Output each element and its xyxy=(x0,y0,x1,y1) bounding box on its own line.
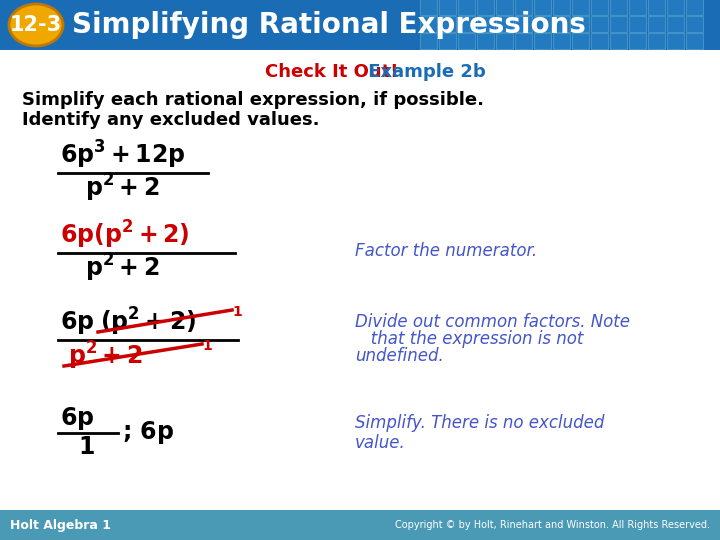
Bar xyxy=(686,16,703,32)
Text: Example 2b: Example 2b xyxy=(362,63,486,81)
Bar xyxy=(420,0,437,15)
Text: $\mathbf{6p^3+12p}$: $\mathbf{6p^3+12p}$ xyxy=(60,139,186,171)
Bar xyxy=(610,33,627,49)
Bar xyxy=(629,0,646,15)
Bar xyxy=(534,0,551,15)
Bar xyxy=(0,510,720,540)
Bar xyxy=(629,33,646,49)
Bar xyxy=(610,16,627,32)
Bar xyxy=(439,33,456,49)
Bar xyxy=(553,0,570,15)
Bar xyxy=(648,16,665,32)
Text: Copyright © by Holt, Rinehart and Winston. All Rights Reserved.: Copyright © by Holt, Rinehart and Winsto… xyxy=(395,520,710,530)
Text: $\mathbf{6p(p^2+2)}$: $\mathbf{6p(p^2+2)}$ xyxy=(60,219,189,251)
Bar xyxy=(591,0,608,15)
Bar xyxy=(515,0,532,15)
Bar xyxy=(439,0,456,15)
Bar xyxy=(667,0,684,15)
Bar xyxy=(496,33,513,49)
Ellipse shape xyxy=(9,4,63,46)
Bar xyxy=(648,33,665,49)
Bar xyxy=(648,0,665,15)
Bar xyxy=(0,50,720,510)
Bar xyxy=(515,33,532,49)
Text: $\mathbf{(p^2+2)}$: $\mathbf{(p^2+2)}$ xyxy=(100,306,197,338)
Text: $\mathbf{1}$: $\mathbf{1}$ xyxy=(232,305,243,319)
Text: $\mathbf{p^2+2}$: $\mathbf{p^2+2}$ xyxy=(85,172,160,204)
Bar xyxy=(629,16,646,32)
Bar xyxy=(496,16,513,32)
Bar xyxy=(458,33,475,49)
Bar xyxy=(477,16,494,32)
Text: $\mathbf{;\, 6p}$: $\mathbf{;\, 6p}$ xyxy=(122,419,174,446)
Bar xyxy=(458,16,475,32)
Text: value.: value. xyxy=(355,434,406,451)
Text: $\mathbf{p^2+2}$: $\mathbf{p^2+2}$ xyxy=(68,340,143,372)
Bar xyxy=(458,0,475,15)
Bar xyxy=(572,0,589,15)
Bar xyxy=(420,33,437,49)
Text: Check It Out!: Check It Out! xyxy=(265,63,398,81)
Text: 12-3: 12-3 xyxy=(10,15,62,35)
Bar xyxy=(572,16,589,32)
Bar xyxy=(496,0,513,15)
Text: $\mathbf{1}$: $\mathbf{1}$ xyxy=(78,435,95,459)
Bar xyxy=(420,16,437,32)
Bar xyxy=(534,33,551,49)
Bar xyxy=(553,16,570,32)
Bar xyxy=(439,16,456,32)
Text: $\mathbf{1}$: $\mathbf{1}$ xyxy=(202,339,212,353)
Text: $\mathbf{p^2+2}$: $\mathbf{p^2+2}$ xyxy=(85,252,160,284)
Text: Factor the numerator.: Factor the numerator. xyxy=(355,242,537,260)
Bar xyxy=(477,0,494,15)
Text: Simplify each rational expression, if possible.: Simplify each rational expression, if po… xyxy=(22,91,484,109)
Bar xyxy=(553,33,570,49)
Bar xyxy=(477,33,494,49)
Text: undefined.: undefined. xyxy=(355,347,444,365)
Bar xyxy=(610,0,627,15)
Text: $\mathbf{6p}$: $\mathbf{6p}$ xyxy=(60,308,94,335)
Text: Simplifying Rational Expressions: Simplifying Rational Expressions xyxy=(72,11,586,39)
Bar xyxy=(686,33,703,49)
Bar xyxy=(515,16,532,32)
Text: Divide out common factors. Note: Divide out common factors. Note xyxy=(355,313,630,331)
Text: $\mathbf{6p}$: $\mathbf{6p}$ xyxy=(60,404,94,431)
Bar xyxy=(572,33,589,49)
Bar xyxy=(686,0,703,15)
Text: Identify any excluded values.: Identify any excluded values. xyxy=(22,111,320,129)
Bar xyxy=(667,16,684,32)
Text: Holt Algebra 1: Holt Algebra 1 xyxy=(10,518,111,531)
Bar xyxy=(591,16,608,32)
Text: Simplify. There is no excluded: Simplify. There is no excluded xyxy=(355,414,604,431)
Bar xyxy=(0,0,720,50)
Bar xyxy=(667,33,684,49)
Bar xyxy=(591,33,608,49)
Bar xyxy=(534,16,551,32)
Text: that the expression is not: that the expression is not xyxy=(355,330,583,348)
